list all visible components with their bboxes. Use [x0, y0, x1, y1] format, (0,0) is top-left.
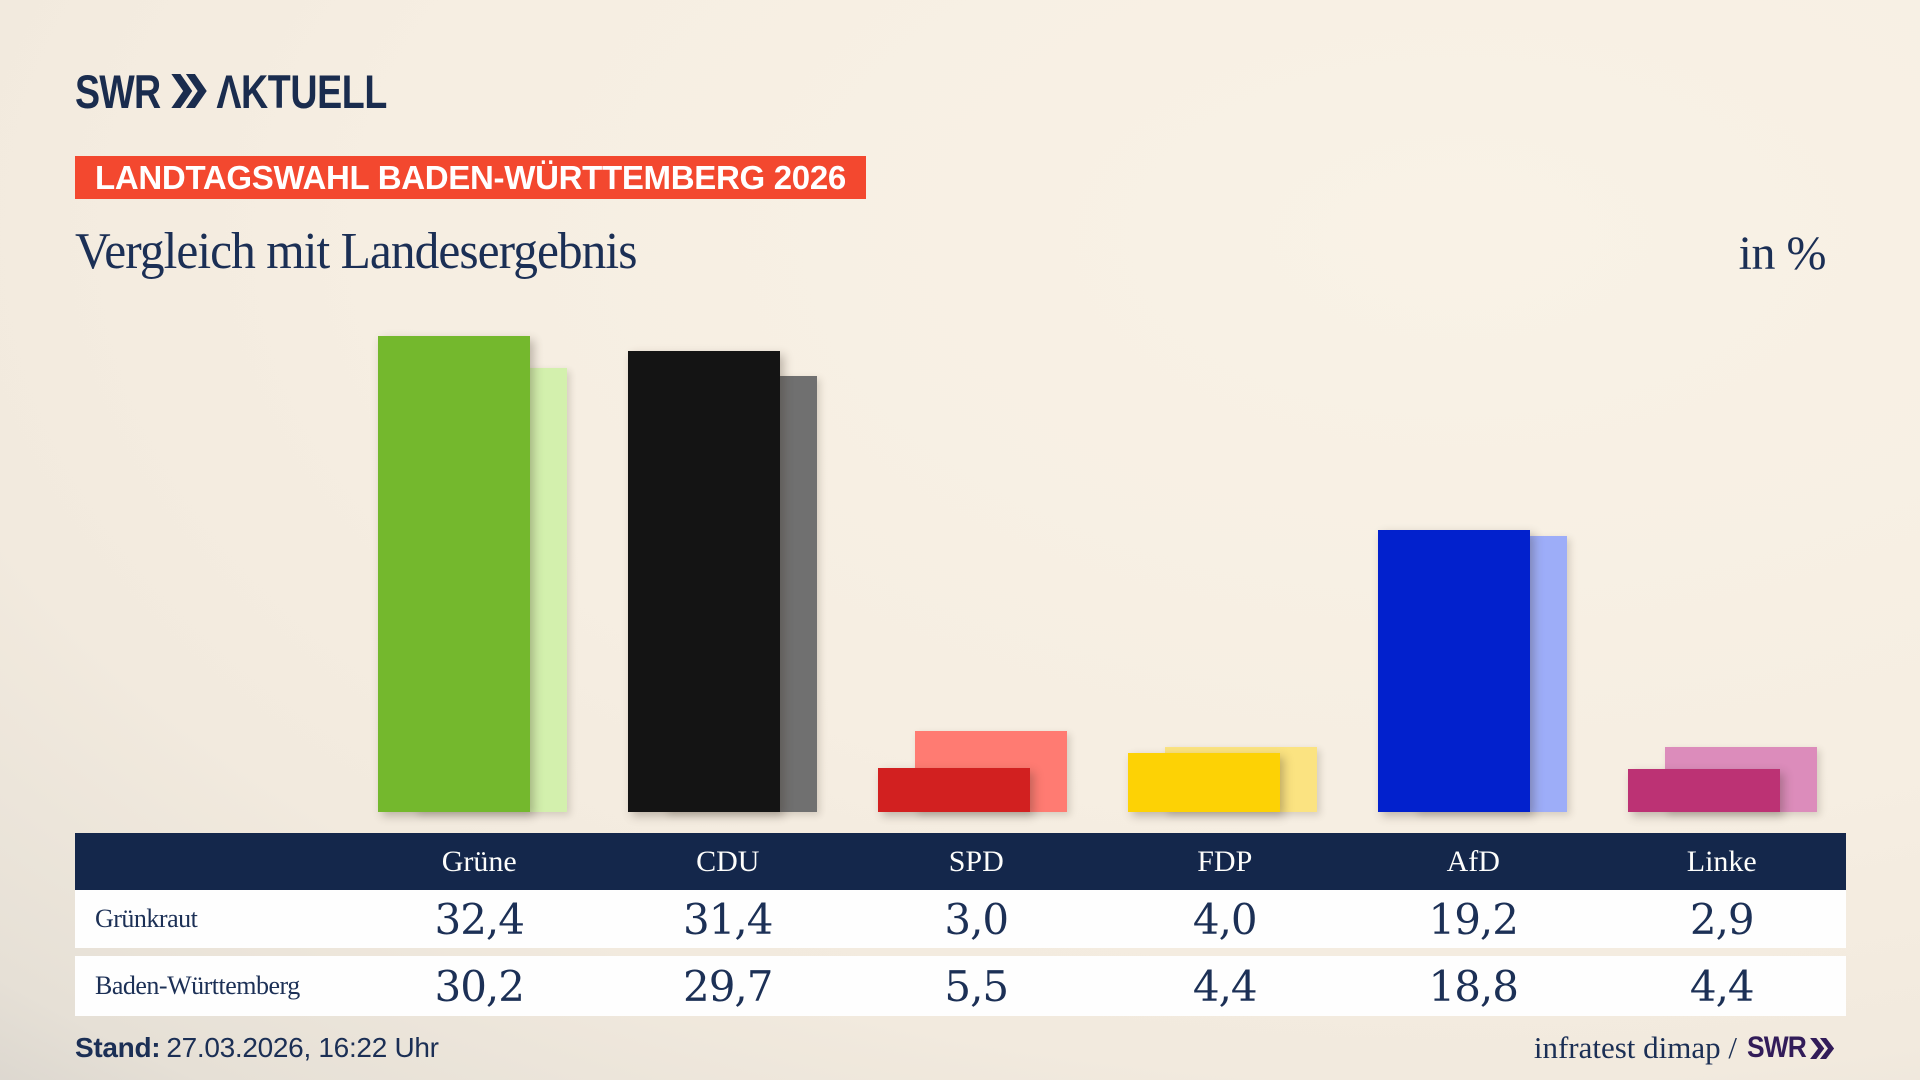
- source-swr-logo: SWR: [1747, 1031, 1835, 1065]
- table-row-local: Grünkraut 32,4 31,4 3,0 4,0 19,2 2,9: [75, 890, 1846, 948]
- bar-local-SPD: [878, 768, 1030, 812]
- footer-row: Stand: 27.03.2026, 16:22 Uhr infratest di…: [75, 1028, 1846, 1068]
- table-header-Linke: Linke: [1686, 844, 1757, 878]
- page-title: Vergleich mit Landesergebnis: [75, 223, 637, 280]
- swr-aktuell-logo: SWR ΛKTUELL: [75, 64, 387, 118]
- table-cell-SPD: 5,5: [944, 961, 1009, 1011]
- source-attribution: infratest dimap / SWR: [1534, 1030, 1846, 1066]
- source-text: infratest dimap /: [1533, 1030, 1737, 1065]
- table-cell-FDP: 4,0: [1192, 894, 1258, 944]
- table-cell-Linke: 4,4: [1689, 961, 1755, 1011]
- unit-label: in %: [1738, 227, 1827, 280]
- table-cell-Grüne: 30,2: [434, 961, 525, 1011]
- bar-local-Grüne: [378, 336, 530, 812]
- topic-badge-label: LANDTAGSWAHL BADEN-WÜRTTEMBERG 2026: [95, 158, 846, 196]
- table-cell-CDU: 29,7: [682, 961, 774, 1011]
- swr-double-chevron-icon: [171, 74, 207, 108]
- stand-label: Stand:: [75, 1032, 161, 1063]
- table-cell-Grüne: 32,4: [434, 894, 525, 944]
- bar-local-CDU: [628, 351, 780, 812]
- bar-chart: [378, 336, 1817, 812]
- table-cell-AfD: 19,2: [1428, 894, 1519, 944]
- stand-timestamp: Stand: 27.03.2026, 16:22 Uhr: [75, 1032, 439, 1064]
- table-header-row: Grüne CDU SPD FDP AfD Linke: [75, 833, 1846, 890]
- table-header-FDP: FDP: [1197, 844, 1253, 878]
- table-row-state: Baden-Württemberg 30,2 29,7 5,5 4,4 18,8 4,4: [75, 956, 1846, 1016]
- table-row-label: Grünkraut: [95, 904, 198, 933]
- table-header-Grüne: Grüne: [441, 844, 517, 878]
- table-header-AfD: AfD: [1446, 844, 1500, 878]
- table-cell-SPD: 3,0: [944, 894, 1009, 944]
- swr-logo-text: SWR: [75, 64, 161, 118]
- bar-local-FDP: [1128, 753, 1280, 812]
- topic-badge: LANDTAGSWAHL BADEN-WÜRTTEMBERG 2026: [75, 156, 866, 199]
- table-row-label: Baden-Württemberg: [95, 971, 300, 1000]
- table-cell-FDP: 4,4: [1192, 961, 1258, 1011]
- swr-double-chevron-icon: [1810, 1037, 1835, 1059]
- bar-local-AfD: [1378, 530, 1530, 812]
- table-header-CDU: CDU: [696, 844, 760, 878]
- table-cell-CDU: 31,4: [682, 894, 774, 944]
- stand-value: 27.03.2026, 16:22 Uhr: [166, 1032, 439, 1063]
- bar-local-Linke: [1628, 769, 1780, 812]
- aktuell-logo-text: ΛKTUELL: [216, 64, 387, 118]
- source-swr-text: SWR: [1747, 1031, 1807, 1064]
- table-header-SPD: SPD: [948, 844, 1004, 878]
- table-cell-Linke: 2,9: [1689, 894, 1755, 944]
- title-row: Vergleich mit Landesergebnis in %: [75, 222, 1827, 280]
- table-cell-AfD: 18,8: [1428, 961, 1519, 1011]
